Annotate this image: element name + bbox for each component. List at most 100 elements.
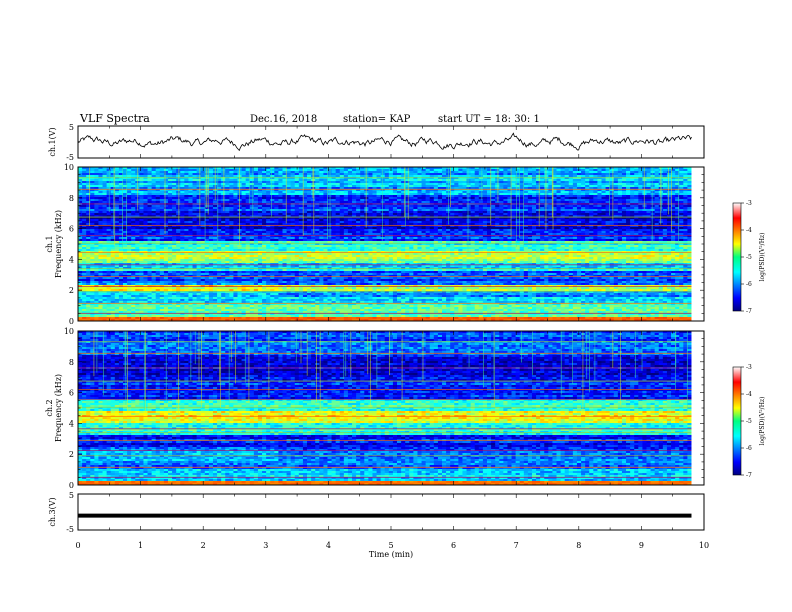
spectrogram-cell	[589, 201, 593, 203]
spectrogram-cell	[503, 171, 507, 173]
spectrogram-cell	[540, 229, 544, 231]
spectrogram-cell	[454, 191, 458, 193]
spectrogram-cell	[389, 207, 393, 209]
spectrogram-cell	[270, 169, 274, 171]
spectrogram-cell	[364, 205, 368, 207]
spectrogram-cell	[536, 229, 540, 231]
spectrogram-cell	[393, 173, 397, 175]
spectrogram-cell	[540, 173, 544, 175]
spectrogram-cell	[597, 223, 601, 225]
spectrogram-cell	[221, 227, 225, 229]
spectrogram-cell	[135, 219, 139, 221]
spectrogram-cell	[291, 213, 295, 215]
spectrogram-cell	[512, 197, 516, 199]
spectrogram-cell	[172, 211, 176, 213]
spectrogram-cell	[156, 231, 160, 233]
spectrogram-cell	[565, 199, 569, 201]
spectrogram-cell	[413, 219, 417, 221]
spectrogram-cell	[233, 193, 237, 195]
spectrogram-cell	[479, 191, 483, 193]
spectrogram-cell	[336, 175, 340, 177]
spectrogram-cell	[209, 197, 213, 199]
spectrogram-cell	[115, 201, 119, 203]
spectrogram-cell	[336, 183, 340, 185]
spectrogram-cell	[397, 171, 401, 173]
spectrogram-cell	[209, 221, 213, 223]
spectrogram-cell	[491, 213, 495, 215]
spectrogram-cell	[197, 221, 201, 223]
spectrogram-cell	[148, 227, 152, 229]
spectrogram-cell	[646, 195, 650, 197]
spectrogram-cell	[618, 193, 622, 195]
spectrogram-cell	[352, 231, 356, 233]
spectrogram-cell	[160, 209, 164, 211]
spectrogram-cell	[233, 173, 237, 175]
spectrogram-cell	[532, 221, 536, 223]
spectrogram-cell	[557, 209, 561, 211]
spectrogram-cell	[250, 173, 254, 175]
spectrogram-cell	[454, 195, 458, 197]
spectrogram-cell	[139, 219, 143, 221]
date-label: Dec.16, 2018	[250, 114, 317, 125]
spectrogram-cell	[131, 231, 135, 233]
spectrogram-cell	[291, 195, 295, 197]
spectrogram-cell	[291, 185, 295, 187]
spectrogram-cell	[193, 207, 197, 209]
spectrogram-cell	[246, 211, 250, 213]
spectrogram-cell	[377, 181, 381, 183]
spectrogram-cell	[368, 171, 372, 173]
spectrogram-cell	[143, 179, 147, 181]
spectrogram-cell	[479, 213, 483, 215]
spectrogram-cell	[577, 181, 581, 183]
spectrogram-cell	[577, 195, 581, 197]
spectrogram-cell	[569, 219, 573, 221]
spectrogram-cell	[446, 183, 450, 185]
spectrogram-cell	[409, 183, 413, 185]
spectrogram-cell	[270, 183, 274, 185]
spectrogram-cell	[152, 199, 156, 201]
spectrogram-cell	[687, 183, 691, 185]
spectrogram-cell	[397, 219, 401, 221]
spectrogram-cell	[176, 193, 180, 195]
spectrogram-cell	[569, 185, 573, 187]
spectrogram-cell	[270, 199, 274, 201]
spectrogram-cell	[139, 193, 143, 195]
spectrogram-cell	[148, 183, 152, 185]
spectrogram-cell	[487, 229, 491, 231]
spectrogram-cell	[225, 179, 229, 181]
spectrogram-cell	[127, 185, 131, 187]
spectrogram-cell	[442, 205, 446, 207]
spectrogram-cell	[471, 207, 475, 209]
spectrogram-cell	[127, 227, 131, 229]
spectrogram-cell	[172, 197, 176, 199]
spectrogram-cell	[287, 169, 291, 171]
spectrogram-cell	[405, 213, 409, 215]
spectrogram-cell	[225, 211, 229, 213]
spectrogram-cell	[397, 175, 401, 177]
spectrogram-cell	[405, 211, 409, 213]
spectrogram-cell	[356, 193, 360, 195]
spectrogram-cell	[336, 185, 340, 187]
spectrogram-cell	[266, 219, 270, 221]
spectrogram-cell	[597, 183, 601, 185]
spectrogram-cell	[581, 199, 585, 201]
spectrogram-cell	[270, 231, 274, 233]
spectrogram-cell	[409, 207, 413, 209]
spectrogram-cell	[389, 205, 393, 207]
spectrogram-cell	[667, 197, 671, 199]
spectrogram-cell	[524, 213, 528, 215]
spectrogram-cell	[344, 223, 348, 225]
spectrogram-cell	[282, 227, 286, 229]
spectrogram-cell	[618, 227, 622, 229]
spectrogram-cell	[250, 169, 254, 171]
spectrogram-cell	[103, 201, 107, 203]
spectrogram-cell	[495, 229, 499, 231]
spectrogram-cell	[156, 173, 160, 175]
spectrogram-cell	[426, 195, 430, 197]
spectrogram-cell	[602, 199, 606, 201]
spectrogram-cell	[229, 169, 233, 171]
spectrogram-cell	[589, 227, 593, 229]
spectrogram-cell	[397, 169, 401, 171]
spectrogram-cell	[499, 169, 503, 171]
spectrogram-cell	[458, 173, 462, 175]
